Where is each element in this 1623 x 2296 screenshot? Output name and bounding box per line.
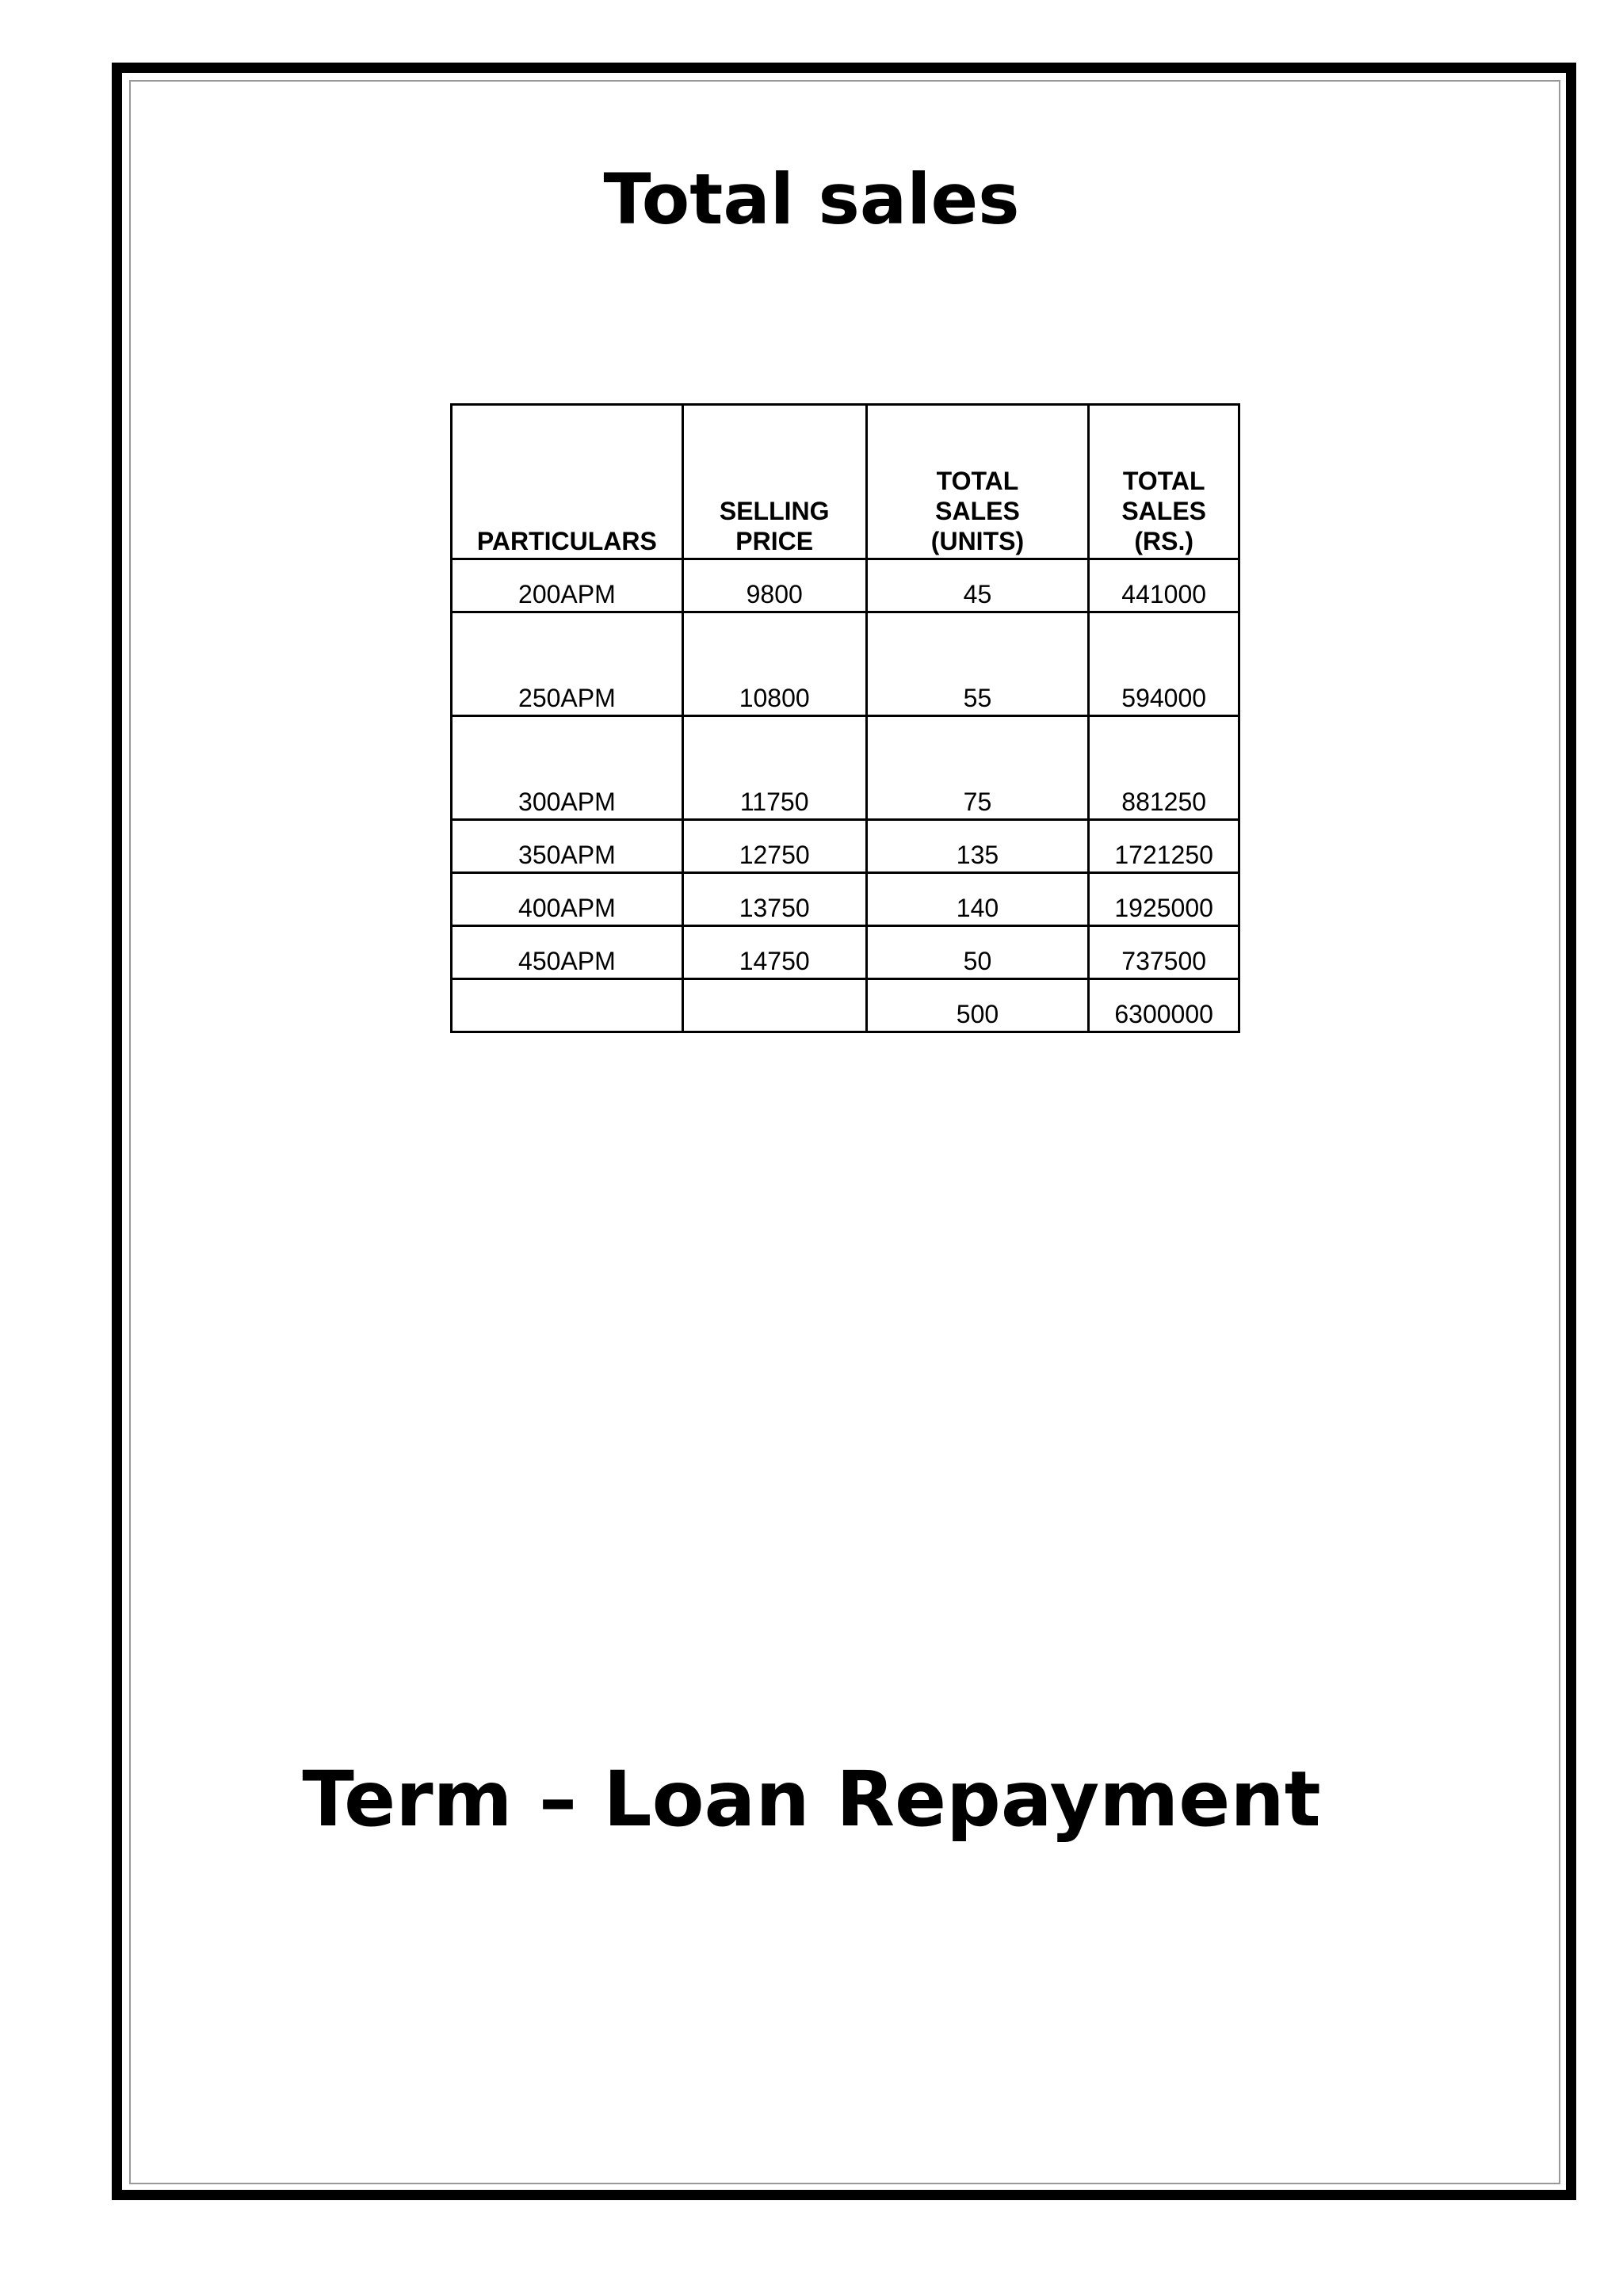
header-selling-price: SELLING PRICE bbox=[681, 403, 868, 560]
cell-total-sales: 737500 bbox=[1087, 925, 1240, 980]
cell-selling-price: 11750 bbox=[681, 715, 868, 821]
cell-total-sales: 6300000 bbox=[1087, 978, 1240, 1033]
cell-selling-price: 13750 bbox=[681, 871, 868, 927]
table-row: 200APM 9800 45 441000 bbox=[450, 558, 1240, 613]
table-row: 450APM 14750 50 737500 bbox=[450, 925, 1240, 980]
cell-particulars: 400APM bbox=[450, 871, 684, 927]
cell-selling-price: 14750 bbox=[681, 925, 868, 980]
cell-total-sales: 1721250 bbox=[1087, 818, 1240, 874]
cell-selling-price: 12750 bbox=[681, 818, 868, 874]
cell-total-units: 55 bbox=[865, 611, 1090, 717]
cell-total-sales: 441000 bbox=[1087, 558, 1240, 613]
cell-particulars: 450APM bbox=[450, 925, 684, 980]
cell-total-sales: 594000 bbox=[1087, 611, 1240, 717]
header-total-units: TOTAL SALES (UNITS) bbox=[865, 403, 1090, 560]
cell-particulars: 300APM bbox=[450, 715, 684, 821]
section-title: Term – Loan Repayment bbox=[302, 1755, 1321, 1844]
cell-particulars: 250APM bbox=[450, 611, 684, 717]
cell-total-units: 45 bbox=[865, 558, 1090, 613]
cell-total-units: 75 bbox=[865, 715, 1090, 821]
page-title: Total sales bbox=[603, 158, 1020, 240]
cell-selling-price: 9800 bbox=[681, 558, 868, 613]
table-row: 400APM 13750 140 1925000 bbox=[450, 871, 1240, 927]
cell-total-units: 135 bbox=[865, 818, 1090, 874]
header-particulars: PARTICULARS bbox=[450, 403, 684, 560]
sales-table: PARTICULARS SELLING PRICE TOTAL SALES (U… bbox=[450, 403, 1240, 1033]
table-row: 500 6300000 bbox=[450, 978, 1240, 1033]
table-row: 300APM 11750 75 881250 bbox=[450, 715, 1240, 821]
cell-particulars bbox=[450, 978, 684, 1033]
cell-total-units: 50 bbox=[865, 925, 1090, 980]
cell-selling-price bbox=[681, 978, 868, 1033]
page-inner-border bbox=[129, 80, 1560, 2184]
table-row: 350APM 12750 135 1721250 bbox=[450, 818, 1240, 874]
cell-total-units: 500 bbox=[865, 978, 1090, 1033]
page-border bbox=[112, 63, 1576, 2200]
cell-particulars: 200APM bbox=[450, 558, 684, 613]
header-total-sales: TOTAL SALES (RS.) bbox=[1087, 403, 1240, 560]
cell-particulars: 350APM bbox=[450, 818, 684, 874]
table-row: 250APM 10800 55 594000 bbox=[450, 611, 1240, 717]
cell-total-units: 140 bbox=[865, 871, 1090, 927]
cell-total-sales: 1925000 bbox=[1087, 871, 1240, 927]
cell-selling-price: 10800 bbox=[681, 611, 868, 717]
table-header-row: PARTICULARS SELLING PRICE TOTAL SALES (U… bbox=[450, 403, 1240, 560]
cell-total-sales: 881250 bbox=[1087, 715, 1240, 821]
